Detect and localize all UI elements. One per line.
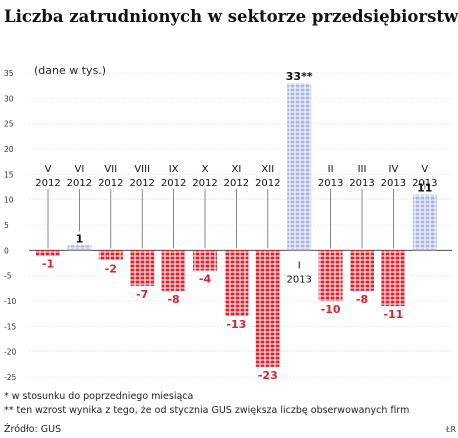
month-label: III	[358, 164, 367, 175]
grid	[29, 72, 452, 378]
year-label: 2012	[161, 178, 186, 189]
bar-11	[350, 250, 374, 291]
bar-7	[224, 250, 249, 317]
y-tick-label: -5	[4, 272, 12, 281]
month-label: VII	[104, 164, 117, 175]
bar-6	[193, 250, 217, 271]
value-label: -1	[42, 257, 54, 270]
value-label: -7	[136, 288, 148, 301]
month-label: IV	[389, 164, 399, 175]
y-tick-label: 30	[4, 94, 14, 103]
year-label: 2012	[35, 178, 60, 189]
value-label: 33**	[286, 70, 313, 83]
month-label: V	[421, 164, 428, 175]
month-label: IX	[169, 164, 179, 175]
y-tick-label: -10	[4, 297, 16, 306]
bar-5	[161, 250, 186, 291]
value-label: -4	[199, 273, 212, 286]
credit-label: ŁR	[445, 425, 456, 434]
y-tick-label: 20	[4, 145, 14, 154]
source-label: Źródło: GUS	[4, 423, 61, 435]
y-tick-label: 25	[4, 120, 14, 129]
y-axis-ticks: 35 30 25 20 15 10 5 0 -5 -10 -15 -20 -25	[4, 69, 16, 382]
month-label: I	[298, 260, 301, 271]
footnote-1: * w stosunku do poprzedniego miesiąca	[4, 391, 193, 402]
value-label: -11	[383, 308, 403, 321]
value-label: -2	[105, 262, 117, 275]
month-label: VIII	[134, 164, 150, 175]
y-tick-label: -25	[4, 373, 16, 382]
year-label: 2012	[129, 178, 154, 189]
bar-12	[381, 250, 406, 307]
value-label: 1	[76, 232, 84, 245]
year-label: 2012	[98, 178, 123, 189]
value-label: -8	[167, 293, 179, 306]
bar-9	[287, 83, 312, 251]
year-label: 2012	[192, 178, 217, 189]
footnote-2: ** ten wzrost wynika z tego, że od stycz…	[4, 405, 409, 416]
year-label: 2013	[381, 178, 406, 189]
y-tick-label: 5	[4, 221, 9, 230]
bar-8	[255, 250, 280, 367]
y-tick-label: 10	[4, 196, 14, 205]
y-tick-label: -15	[4, 322, 16, 331]
y-tick-label: 0	[4, 246, 9, 255]
value-label: 11	[417, 182, 432, 195]
year-label: 2012	[67, 178, 92, 189]
chart-subtitle: (dane w tys.)	[34, 64, 106, 77]
year-label: 2013	[318, 178, 343, 189]
y-tick-label: -20	[4, 348, 16, 357]
bars	[36, 83, 437, 367]
value-label: -13	[226, 318, 246, 331]
bar-4	[130, 250, 155, 286]
chart-title: Liczba zatrudnionych w sektorze przedsię…	[4, 7, 458, 26]
y-tick-label: 35	[4, 69, 14, 78]
month-label: VI	[75, 164, 85, 175]
bar-1	[36, 250, 60, 256]
year-label: 2012	[224, 178, 249, 189]
value-label: -10	[321, 303, 341, 316]
month-label: V	[45, 164, 52, 175]
year-label: 2013	[349, 178, 374, 189]
bar-3	[98, 250, 123, 261]
month-label: II	[328, 164, 334, 175]
month-labels: V2012VI2012VII2012VIII2012IX2012X2012XI2…	[35, 164, 437, 285]
year-label: 2012	[255, 178, 280, 189]
bar-13	[412, 194, 437, 251]
value-label: -8	[356, 293, 368, 306]
month-label: XII	[261, 164, 274, 175]
y-tick-label: 15	[4, 170, 14, 179]
year-label: 2013	[286, 274, 311, 285]
value-label: -23	[258, 369, 278, 382]
bar-10	[318, 250, 343, 301]
month-label: XI	[231, 164, 241, 175]
month-label: X	[202, 164, 209, 175]
bar-2	[67, 245, 92, 251]
